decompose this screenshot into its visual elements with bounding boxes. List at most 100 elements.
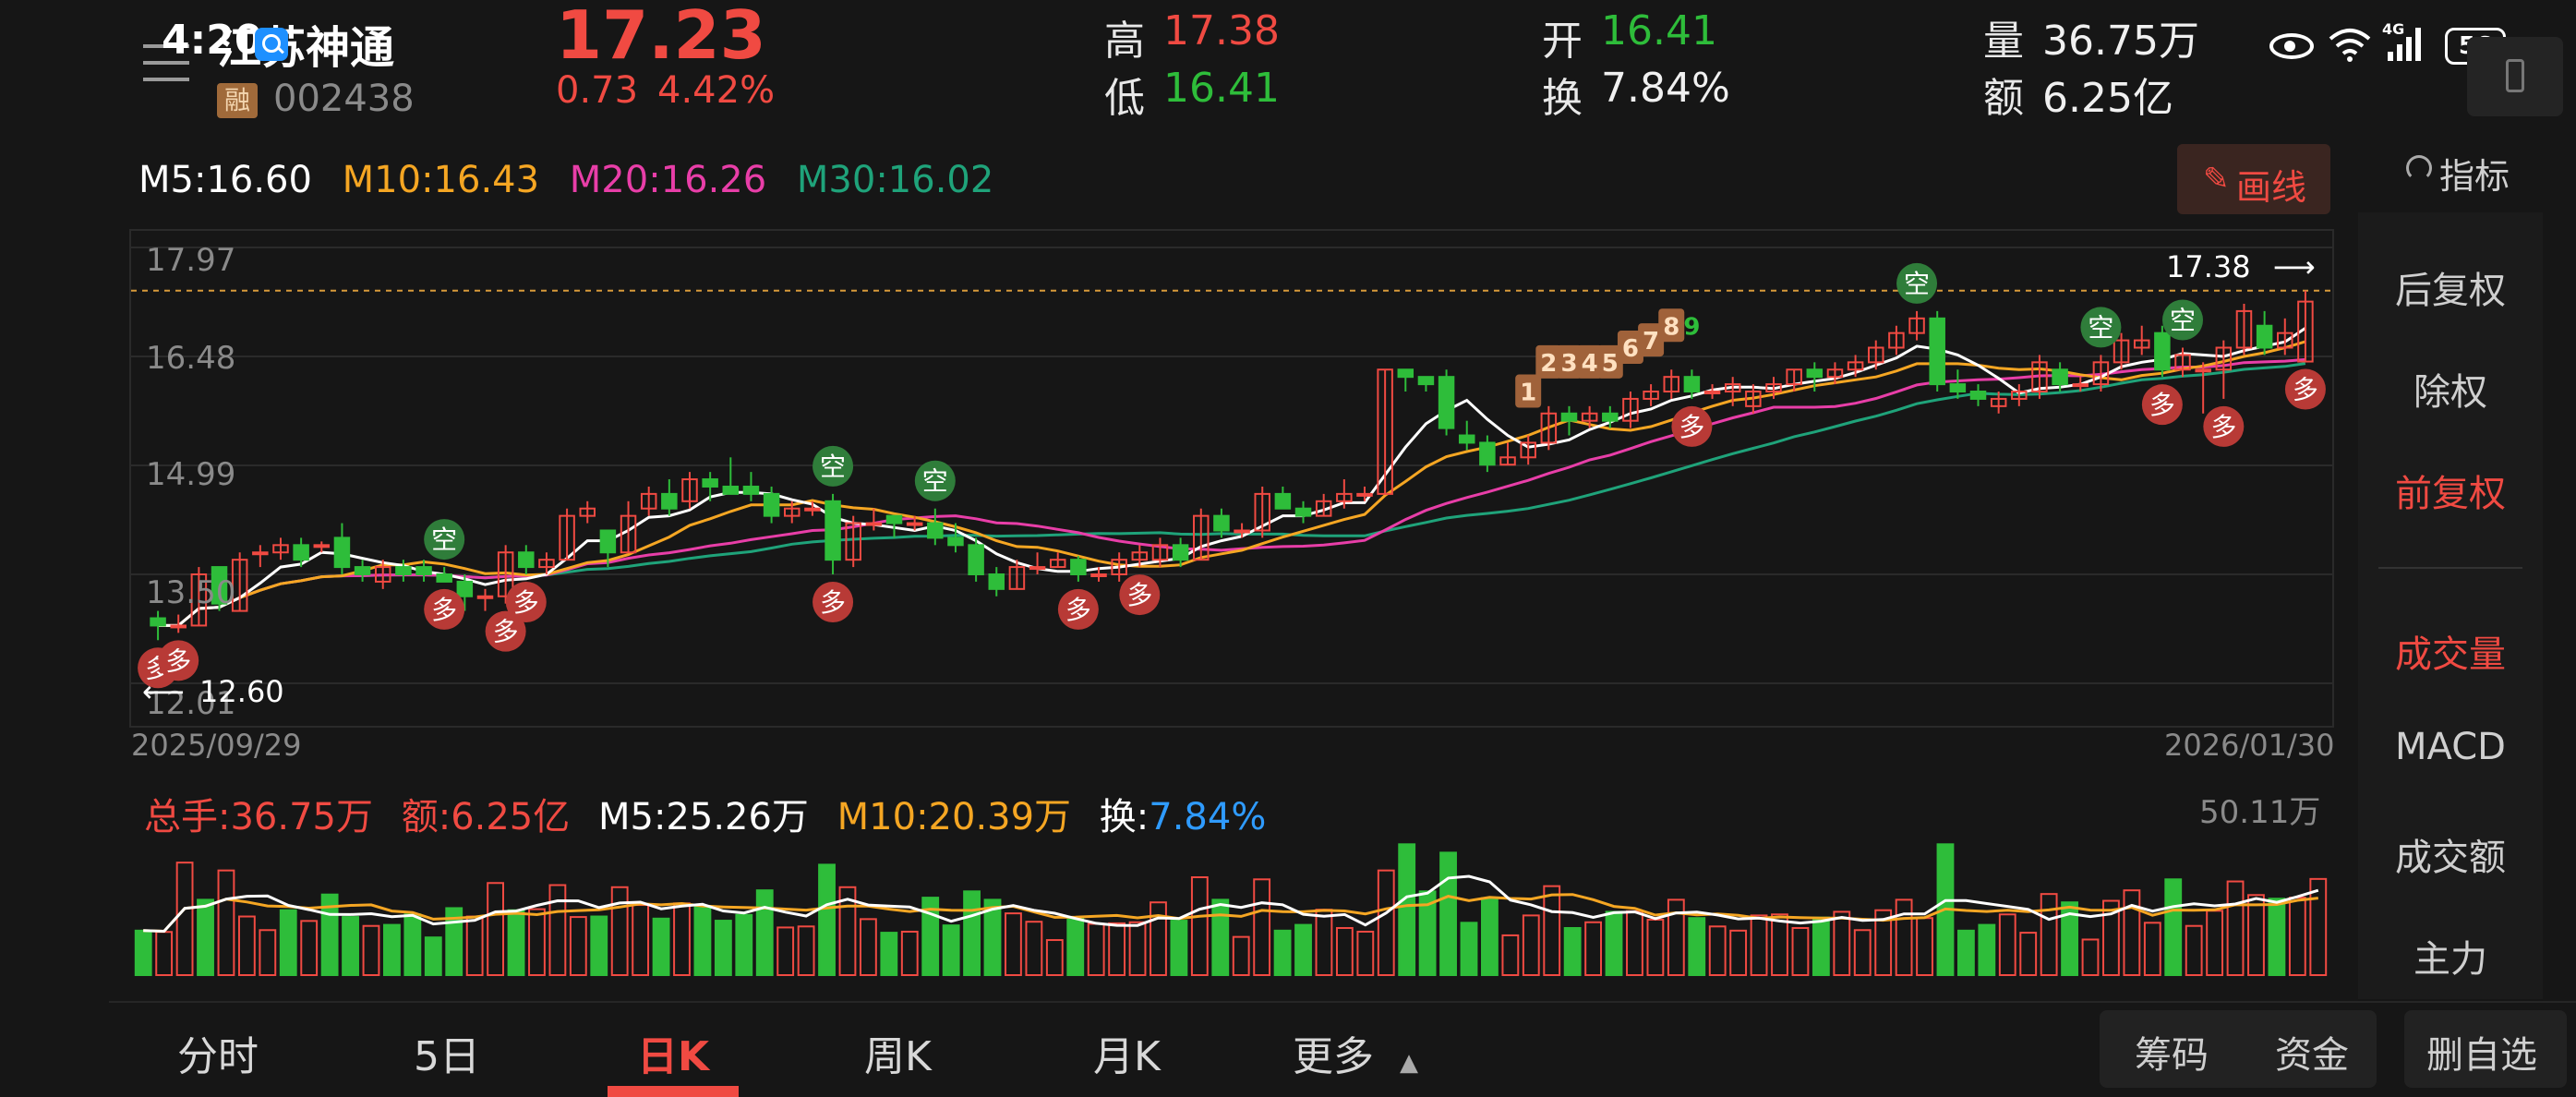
volume-bar: [1584, 921, 1603, 977]
kline-chart: 多多多多多多多多 多多多多空空 空空空 空12 3 4 56 78 9: [131, 247, 2332, 689]
volume-m5: M5:25.26万: [597, 796, 809, 838]
candle-body: [1458, 434, 1475, 444]
menu-icon[interactable]: [143, 44, 189, 81]
candle-body: [2154, 332, 2171, 371]
price-change: 0.73: [556, 69, 639, 112]
volume-bar: [1626, 910, 1643, 976]
candle-body: [2195, 368, 2211, 373]
candle-body: [1234, 529, 1250, 534]
candle-body: [252, 551, 269, 556]
signal-text: 空: [1904, 269, 1930, 299]
sidebar-item-ex-rights[interactable]: 除权: [2413, 371, 2487, 414]
turnover-label: 换: [1542, 75, 1583, 122]
candle-body: [272, 544, 289, 554]
tab-monthly-k[interactable]: 月K: [1093, 1033, 1161, 1080]
volume-bar: [300, 920, 319, 976]
candle-body: [1622, 397, 1639, 422]
sidebar-divider: [2378, 567, 2522, 569]
tab-daily-k[interactable]: 日K: [637, 1033, 710, 1080]
short-signal-marker: 空: [2080, 307, 2122, 348]
sidebar-item-amount[interactable]: 成交额: [2395, 837, 2506, 879]
ma20-label: M20:16.26: [569, 159, 767, 201]
volume-bar: [1833, 910, 1851, 976]
turnover-value: 7.84%: [1601, 65, 1730, 112]
volume-bar: [2143, 922, 2161, 976]
volume-bar: [1853, 929, 1872, 976]
right-sidebar: 后复权 除权 前复权 成交量 MACD 成交额 主力: [2358, 212, 2543, 999]
candle-body: [1294, 507, 1312, 517]
indicator-button[interactable]: 指标: [2402, 148, 2532, 197]
volume-bar: [1563, 926, 1582, 976]
td-count-text: 1: [1520, 380, 1536, 407]
draw-line-label: 画线: [2236, 167, 2307, 208]
low-label: 低: [1104, 75, 1145, 122]
sidebar-item-macd[interactable]: MACD: [2395, 726, 2506, 768]
signal-text: 多: [1126, 580, 1152, 610]
sidebar-item-pre-adjust[interactable]: 前复权: [2395, 473, 2506, 515]
volume-bar: [1501, 934, 1520, 976]
long-signal-marker: 多: [505, 582, 547, 622]
volume-bar: [900, 930, 919, 976]
sidebar-item-main-force[interactable]: 主力: [2413, 938, 2487, 981]
volume-bar: [1045, 939, 1064, 977]
signal-badge: [505, 582, 547, 622]
signal-text: 多: [1679, 412, 1704, 442]
candle-body: [1826, 368, 1844, 379]
arrow-left-icon: ⟵: [142, 674, 185, 709]
signal-badge: [2162, 299, 2204, 341]
volume-ma10-line: [143, 893, 2318, 934]
volume-bar: [197, 898, 214, 976]
funds-button[interactable]: 资金: [2275, 1034, 2349, 1077]
volume-bar: [1812, 916, 1830, 977]
td-count-text: 6: [1622, 335, 1639, 363]
candle-body: [1397, 368, 1414, 379]
signal-text: 多: [165, 645, 191, 676]
screen-toggle-button[interactable]: [2467, 37, 2563, 116]
candle-body: [1540, 412, 1558, 444]
remove-watchlist-button[interactable]: 删自选: [2404, 1010, 2567, 1088]
candle-body: [2297, 300, 2314, 363]
search-icon[interactable]: [255, 28, 288, 61]
caret-up-icon: ▲: [1400, 1049, 1418, 1077]
ma20-line: [158, 357, 2306, 627]
volume-bar: [528, 908, 546, 976]
short-signal-marker: 空: [813, 445, 854, 487]
volume-bar: [1605, 910, 1623, 976]
sidebar-item-volume[interactable]: 成交量: [2395, 633, 2506, 676]
candle-body: [170, 624, 187, 629]
volume-bar: [1356, 930, 1375, 976]
volume-bar: [1874, 909, 1893, 976]
volume-bar: [1377, 869, 1395, 977]
phone-icon: [2506, 59, 2524, 92]
volume-bar: [569, 916, 587, 976]
tab-weekly-k[interactable]: 周K: [864, 1033, 932, 1080]
tab-5day[interactable]: 5日: [414, 1033, 480, 1080]
ma-legend: M5:16.60 M10:16.43 M20:16.26 M30:16.02: [138, 159, 993, 201]
volume-bar: [2268, 898, 2286, 976]
volume-chart-area[interactable]: [129, 837, 2334, 981]
volume-bar: [859, 918, 877, 976]
td-count-badge: 4: [1576, 344, 1603, 379]
signal-badge: [914, 460, 956, 501]
tab-more[interactable]: 更多 ▲: [1293, 1023, 1418, 1082]
volume-bar: [1895, 898, 1913, 976]
tab-intraday[interactable]: 分时: [177, 1033, 259, 1080]
long-signal-marker: 多: [424, 588, 465, 630]
date-start: 2025/09/29: [131, 728, 302, 763]
td-count-badge: 2: [1535, 344, 1562, 379]
signal-text: 多: [431, 595, 457, 625]
candle-body: [2133, 339, 2150, 349]
candle-body: [2011, 391, 2028, 400]
ma10-label: M10:16.43: [342, 159, 540, 201]
candle-body: [1602, 412, 1619, 422]
candle-body: [1765, 383, 1782, 393]
chips-button[interactable]: 筹码: [2135, 1034, 2209, 1077]
price-tick-4: 12.01: [146, 685, 236, 722]
sidebar-item-post-adjust[interactable]: 后复权: [2395, 270, 2506, 312]
amount-label: 额: [1983, 75, 2024, 122]
price-tick-1: 16.48: [146, 340, 236, 377]
draw-line-button[interactable]: ✎ 画线: [2177, 144, 2330, 214]
candle-body: [1254, 492, 1270, 532]
volume-bar: [237, 915, 256, 977]
